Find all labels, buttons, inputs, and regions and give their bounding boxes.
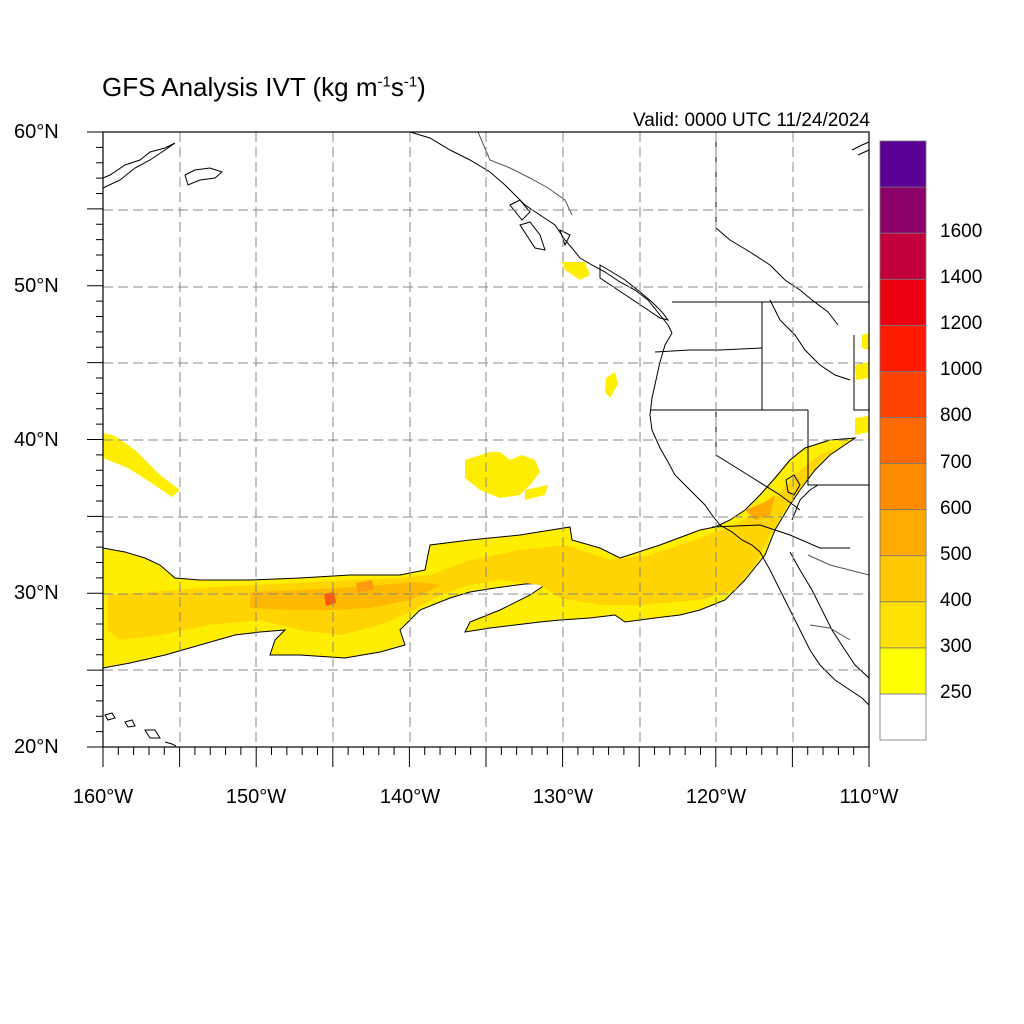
colorbar-level-label: 1400: [940, 267, 983, 289]
colorbar-swatch: [879, 463, 927, 511]
ivt-west-plume: [103, 433, 180, 497]
lon-label-160w: 160°W: [72, 786, 134, 808]
lon-label-110w: 110°W: [839, 786, 899, 808]
colorbar-level-label: 1600: [940, 221, 983, 243]
colorbar-swatch: [879, 509, 927, 557]
ivt-patch-bc: [562, 262, 590, 280]
alaska-islands: [184, 167, 223, 186]
ivt-blob: [465, 452, 540, 498]
ivt-peak-2: [356, 580, 374, 592]
lon-label-130w: 130°W: [532, 786, 594, 808]
lat-label-20: 20°N: [14, 736, 59, 758]
colorbar-swatch: [879, 647, 927, 695]
east-coast-hudson: [851, 141, 870, 156]
colorbar-level-label: 600: [940, 497, 972, 519]
baja-east: [789, 551, 870, 679]
ivt-patch-e3: [862, 333, 869, 350]
bc-islands: [509, 199, 571, 251]
state-wa-or: [654, 347, 763, 353]
colorbar-level-label: 1000: [940, 359, 983, 381]
colorbar-swatch: [879, 693, 927, 741]
coast-range: [769, 299, 851, 381]
colorbar: [879, 140, 927, 741]
colorbar-level-label: 700: [940, 451, 972, 473]
state-nv-az: [807, 410, 869, 486]
graticule: [103, 132, 869, 747]
map-title: GFS Analysis IVT (kg m-1s-1): [102, 72, 426, 102]
colorbar-swatch: [879, 278, 927, 326]
colorbar-level-label: 400: [940, 589, 972, 611]
mexico-state: [807, 554, 870, 576]
ivt-patch-or: [605, 372, 618, 398]
alaska-bc-border: [477, 131, 573, 216]
us-mexico-border: [711, 524, 850, 549]
colorbar-level-label: 250: [940, 681, 972, 703]
se-alaska-coast: [409, 131, 673, 334]
lon-label-140w: 140°W: [379, 786, 441, 808]
colorbar-swatch: [879, 324, 927, 372]
colorbar-swatch: [879, 555, 927, 603]
ivt-patch-e: [855, 362, 869, 380]
great-basin-lake: [785, 474, 801, 496]
state-mt-wy: [853, 335, 869, 411]
colorbar-swatch: [879, 232, 927, 280]
gulf-california: [791, 484, 819, 521]
ivt-blob-tail: [525, 485, 548, 500]
colorbar-swatch: [879, 370, 927, 418]
valid-time: Valid: 0000 UTC 11/24/2024: [633, 110, 870, 131]
ivt-field: [102, 262, 869, 669]
alaska-coast: [102, 142, 176, 189]
coastlines: [102, 131, 870, 747]
lat-label-30: 30°N: [14, 582, 59, 604]
mexico-state-2: [809, 624, 851, 641]
colorbar-level-label: 300: [940, 635, 972, 657]
colorbar-swatch: [879, 186, 927, 234]
lat-label-60: 60°N: [14, 121, 59, 143]
colorbar-level-label: 1200: [940, 313, 983, 335]
ivt-river-streak: [250, 582, 440, 610]
lat-label-50: 50°N: [14, 275, 59, 297]
lon-label-150w: 150°W: [225, 786, 287, 808]
lat-label-40: 40°N: [14, 429, 59, 451]
colorbar-swatch: [879, 601, 927, 649]
colorbar-level-label: 500: [940, 543, 972, 565]
hawaii: [104, 712, 177, 747]
us-west-coast: [649, 332, 761, 553]
colorbar-swatch: [879, 140, 927, 188]
ivt-coast-high: [745, 495, 775, 520]
axis-ticks: [87, 131, 870, 767]
baja-coast: [759, 551, 870, 706]
ivt-patch-e2: [855, 416, 869, 435]
vancouver-island: [599, 264, 670, 321]
colorbar-level-label: 800: [940, 405, 972, 427]
canada-inland: [715, 227, 839, 326]
colorbar-swatch: [879, 417, 927, 464]
lon-label-120w: 120°W: [685, 786, 747, 808]
